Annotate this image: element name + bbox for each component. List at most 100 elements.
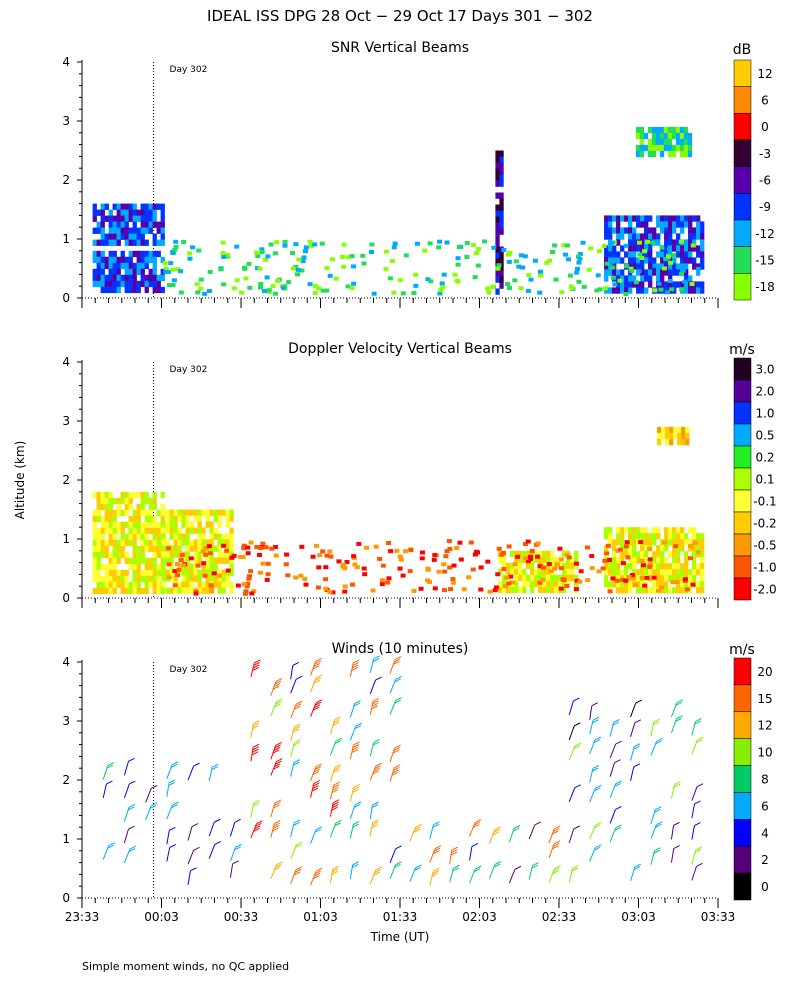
heatmap-cell xyxy=(700,263,705,270)
heatmap-cell xyxy=(624,281,629,288)
wind-barb-flag xyxy=(332,799,340,804)
heatmap-cell xyxy=(620,233,625,240)
heatmap-cell xyxy=(652,269,657,276)
heatmap-cell xyxy=(566,556,571,564)
heatmap-cell xyxy=(96,551,101,559)
heatmap-speck xyxy=(419,556,425,561)
heatmap-speck xyxy=(312,242,318,247)
heatmap-cell xyxy=(664,233,669,240)
heatmap-cell xyxy=(652,563,657,570)
heatmap-cell xyxy=(498,580,503,588)
heatmap-speck xyxy=(272,544,278,549)
heatmap-speck xyxy=(379,582,385,587)
heatmap-cell xyxy=(664,569,669,576)
heatmap-cell xyxy=(652,557,657,564)
heatmap-speck xyxy=(206,544,212,549)
heatmap-cell xyxy=(148,274,153,282)
heatmap-speck xyxy=(246,261,252,266)
heatmap-cell xyxy=(108,557,113,565)
wind-barb-flag xyxy=(392,749,400,754)
heatmap-cell xyxy=(676,233,681,240)
heatmap-cell xyxy=(173,521,178,528)
heatmap-cell xyxy=(648,257,653,264)
heatmap-speck xyxy=(202,291,208,296)
heatmap-speck xyxy=(547,258,553,263)
heatmap-cell xyxy=(193,569,198,576)
heatmap-cell xyxy=(112,280,117,288)
wind-barb-flag xyxy=(313,679,321,684)
wind-barb-flag xyxy=(252,664,260,669)
heatmap-cell xyxy=(152,491,157,499)
heatmap-cell xyxy=(672,215,677,222)
heatmap-speck xyxy=(301,255,307,260)
heatmap-cell xyxy=(620,257,625,264)
heatmap-cell xyxy=(120,587,125,595)
heatmap-cell xyxy=(635,126,641,134)
colorbar-tick-label: -15 xyxy=(755,254,775,268)
wind-barb-flag xyxy=(256,820,263,825)
heatmap-cell xyxy=(225,515,230,522)
heatmap-cell xyxy=(612,581,617,588)
heatmap-cell xyxy=(620,581,625,588)
heatmap-cell xyxy=(209,545,214,552)
heatmap-cell xyxy=(148,581,153,589)
heatmap-cell xyxy=(692,227,697,234)
wind-barb-flag xyxy=(295,675,303,680)
heatmap-cell xyxy=(120,250,125,258)
heatmap-cell xyxy=(672,569,677,576)
heatmap-cell xyxy=(229,539,234,546)
heatmap-cell xyxy=(624,287,629,294)
heatmap-cell xyxy=(664,581,669,588)
heatmap-cell xyxy=(152,497,157,505)
heatmap-speck xyxy=(333,276,339,281)
heatmap-cell xyxy=(632,257,637,264)
heatmap-cell xyxy=(636,557,641,564)
heatmap-cell xyxy=(663,138,669,146)
heatmap-cell xyxy=(632,527,637,534)
wind-barb-flag xyxy=(395,845,402,850)
heatmap-cell xyxy=(100,227,105,234)
wind-barb-flag xyxy=(211,766,218,771)
heatmap-cell xyxy=(116,209,121,216)
heatmap-cell xyxy=(675,126,681,134)
heatmap-cell xyxy=(628,221,633,228)
heatmap-speck xyxy=(624,264,630,269)
heatmap-cell xyxy=(185,521,190,528)
wind-barb-staff xyxy=(630,722,636,737)
heatmap-speck xyxy=(425,277,431,282)
heatmap-speck xyxy=(506,259,512,264)
heatmap-cell xyxy=(112,262,117,270)
heatmap-cell xyxy=(100,268,105,276)
wind-barb-flag xyxy=(615,740,622,745)
wind-barb-flag xyxy=(353,821,360,826)
heatmap-cell xyxy=(161,509,166,516)
wind-barb-flag xyxy=(274,744,281,749)
heatmap-speck xyxy=(520,265,526,270)
heatmap-cell xyxy=(217,551,222,558)
heatmap-speck xyxy=(299,544,305,549)
heatmap-speck xyxy=(684,587,690,592)
heatmap-cell xyxy=(136,239,141,246)
wind-barb-flag xyxy=(696,862,703,867)
heatmap-speck xyxy=(224,548,230,553)
heatmap-cell xyxy=(189,539,194,546)
heatmap-cell xyxy=(534,574,539,582)
heatmap-speck xyxy=(624,540,630,545)
wind-barb-flag xyxy=(352,744,360,748)
heatmap-speck xyxy=(432,586,438,591)
heatmap-cell xyxy=(664,587,669,594)
heatmap-cell xyxy=(636,233,641,240)
heatmap-cell xyxy=(100,551,105,559)
heatmap-cell xyxy=(140,533,145,541)
wind-barb-flag xyxy=(372,700,379,705)
heatmap-cell xyxy=(140,215,145,222)
heatmap-speck xyxy=(564,243,570,248)
heatmap-cell xyxy=(522,568,527,576)
heatmap-cell xyxy=(173,533,178,540)
heatmap-cell xyxy=(534,568,539,576)
wind-barb-flag xyxy=(234,846,241,851)
heatmap-speck xyxy=(408,548,414,553)
wind-barb-flag xyxy=(694,720,702,725)
heatmap-cell xyxy=(499,228,504,235)
wind-barb-flag xyxy=(275,701,282,706)
